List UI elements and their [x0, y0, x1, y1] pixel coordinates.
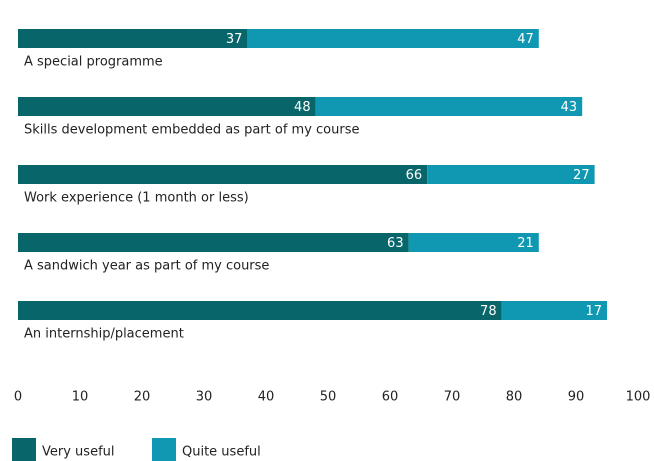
bar	[315, 97, 583, 116]
x-tick-label: 20	[134, 390, 151, 405]
legend-swatch	[152, 438, 176, 461]
value-label: 48	[294, 100, 311, 115]
value-label: 47	[517, 32, 534, 47]
x-tick-label: 60	[382, 390, 399, 405]
value-label: 66	[406, 168, 423, 183]
x-tick-label: 80	[506, 390, 523, 405]
bar	[18, 165, 428, 184]
value-label: 78	[480, 304, 497, 319]
x-tick-label: 70	[444, 390, 461, 405]
legend-label: Quite useful	[182, 445, 261, 460]
category-label: Skills development embedded as part of m…	[24, 123, 359, 138]
category-label: A special programme	[24, 55, 163, 70]
category-label: An internship/placement	[24, 327, 184, 342]
category-label: A sandwich year as part of my course	[24, 259, 269, 274]
x-tick-label: 40	[258, 390, 275, 405]
x-tick-label: 90	[568, 390, 585, 405]
legend-swatch	[12, 438, 36, 461]
bar	[18, 233, 409, 252]
bar	[427, 165, 595, 184]
value-label: 27	[573, 168, 590, 183]
value-label: 37	[226, 32, 243, 47]
legend-label: Very useful	[42, 445, 115, 460]
x-tick-label: 10	[72, 390, 89, 405]
x-tick-label: 30	[196, 390, 213, 405]
x-tick-label: 0	[14, 390, 22, 405]
value-label: 21	[517, 236, 534, 251]
category-label: Work experience (1 month or less)	[24, 191, 249, 206]
value-label: 63	[387, 236, 404, 251]
x-tick-label: 50	[320, 390, 337, 405]
value-label: 17	[585, 304, 602, 319]
bar	[18, 29, 248, 48]
value-label: 43	[561, 100, 578, 115]
bar	[18, 97, 316, 116]
bar	[408, 233, 539, 252]
bar	[247, 29, 539, 48]
bar	[501, 301, 607, 320]
bar	[18, 301, 502, 320]
x-tick-label: 100	[626, 390, 651, 405]
